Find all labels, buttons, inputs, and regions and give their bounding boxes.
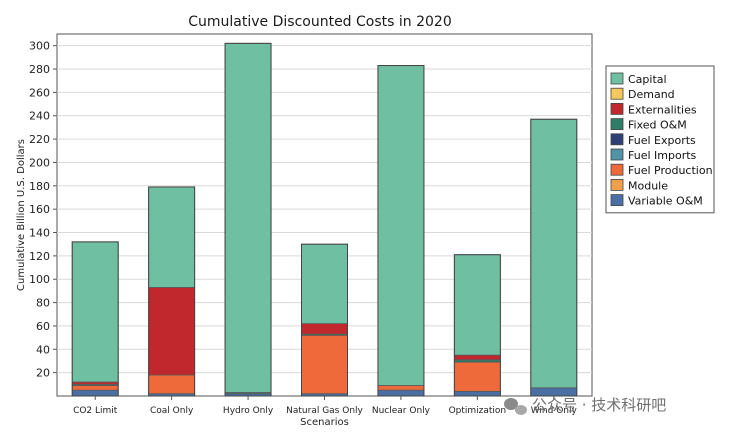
y-tick-label: 260 [29,86,50,99]
y-tick-label: 80 [36,297,50,310]
x-tick-label: Optimization [449,406,507,416]
y-tick-label: 140 [29,227,50,240]
legend-label: Fixed O&M [628,119,687,132]
x-tick-label: Natural Gas Only [286,406,363,416]
x-tick-label: Coal Only [150,406,194,416]
y-tick-label: 180 [29,180,50,193]
y-tick-label: 60 [36,320,50,333]
legend-swatch [610,163,624,176]
bar-stack [377,65,425,397]
legend-label: Externalities [628,103,697,116]
bar-stack [530,118,578,397]
legend-label: Module [628,179,668,192]
legend-swatch [610,178,624,191]
y-tick-label: 20 [36,367,50,380]
legend-label: Fuel Imports [628,149,697,162]
x-axis: CO2 Limit Coal Only Hydro Only Natural Gas … [73,396,577,416]
y-tick-label: 300 [29,40,50,53]
y-tick-label: 160 [29,203,50,216]
bar-segment [453,354,501,361]
bar-segment [377,65,425,386]
bar-stack [453,254,501,397]
wechat-icon [504,398,527,415]
legend-swatch [610,194,624,207]
bar-segment [301,243,348,324]
y-tick-label: 220 [29,133,50,146]
legend: Capital Demand Externalities Fixed O&M Fuel … [605,65,715,214]
legend-swatch [610,87,624,100]
y-axis: 20 40 60 80 100 120 140 160 180 200 220 240 260 280 30… [29,40,57,380]
bar-segment [453,361,501,392]
x-tick-label: Hydro Only [223,406,274,416]
bar-segment [453,254,501,356]
y-tick-label: 200 [29,156,50,169]
x-tick-label: Wind Only [531,406,578,416]
legend-swatch [610,148,624,161]
bar-segment [530,387,578,397]
legend-swatch [610,133,624,146]
watermark-text: 公众号 · 技术科研吧 [532,396,666,414]
legend-label: Demand [628,88,675,101]
bar-segment [377,389,425,397]
bar-segment [530,118,578,389]
bar-segment [148,186,196,288]
y-tick-label: 100 [29,273,50,286]
x-tick-label: CO2 Limit [73,406,118,416]
legend-swatch [610,118,624,130]
bar-segment [301,323,348,335]
legend-swatch [610,103,624,115]
y-tick-label: 120 [29,250,50,263]
bar-segment [301,334,348,395]
y-axis-label: Cumulative Billion U.S. Dollars [16,139,27,291]
watermark: 公众号 · 技术科研吧 [504,396,666,415]
bar-stack [71,241,119,397]
bar-segment [148,286,196,376]
bar-stack [148,186,196,397]
y-tick-label: 280 [29,63,50,76]
bar-segment [224,42,272,393]
x-axis-label: Scenarios [300,417,349,428]
bars [71,42,578,397]
bar-stack [224,42,272,397]
legend-label: Fuel Production [628,164,713,177]
legend-label: Capital [628,73,667,86]
bar-segment [453,390,501,397]
legend-label: Fuel Exports [628,134,696,147]
x-tick-label: Nuclear Only [372,406,431,416]
legend-label: Variable O&M [628,195,703,208]
bar-segment [377,385,425,391]
legend-swatch [610,72,624,85]
bar-segment [71,389,119,397]
legend-box [605,65,715,214]
bar-segment [71,241,119,383]
bar-segment [148,374,196,395]
chart-title: Cumulative Discounted Costs in 2020 [188,14,451,30]
bar-stack [301,243,348,397]
y-tick-label: 240 [29,110,50,123]
y-tick-label: 40 [36,343,50,356]
bar-segment [71,385,119,391]
gridlines [57,45,592,374]
